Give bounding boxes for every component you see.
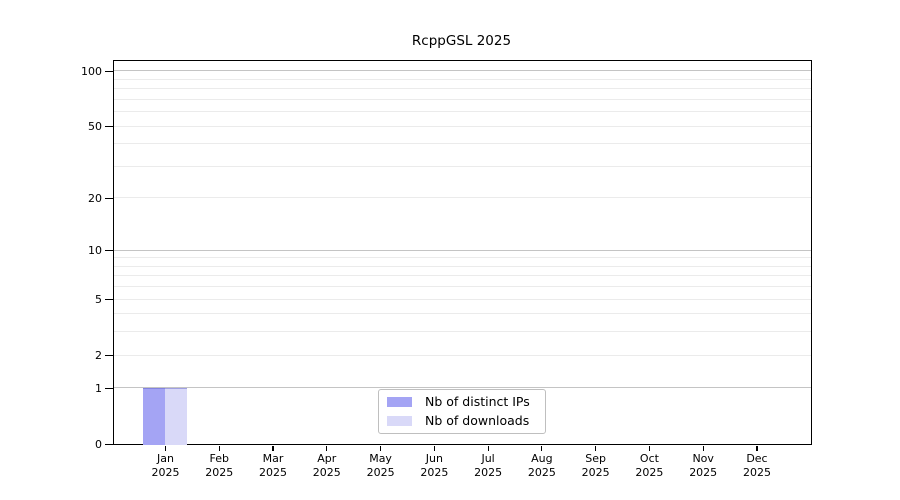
legend-label-downloads: Nb of downloads: [425, 413, 530, 428]
x-axis-tick-label: May 2025: [366, 452, 395, 479]
x-axis-tick-label: Nov 2025: [689, 452, 718, 479]
x-axis-tick-label: Feb 2025: [205, 452, 234, 479]
gridline-minor: [114, 354, 811, 356]
y-axis-tick: [105, 197, 113, 199]
x-axis-tick-label: Oct 2025: [635, 452, 664, 479]
y-axis-tick-label: 1: [95, 381, 102, 395]
x-axis-tick: [433, 446, 435, 451]
x-axis-tick: [756, 446, 758, 451]
x-axis-tick-label: Dec 2025: [742, 452, 771, 479]
x-axis-tick: [487, 446, 489, 451]
y-axis-tick: [105, 249, 113, 252]
gridline-minor: [114, 298, 811, 300]
chart-title: RcppGSL 2025: [411, 33, 512, 49]
y-axis-tick: [105, 125, 113, 128]
legend: Nb of distinct IPs Nb of downloads: [378, 389, 546, 434]
x-axis-tick-label: Jun 2025: [420, 452, 449, 479]
bar-jan-downloads: [165, 387, 187, 445]
gridline-minor: [114, 143, 811, 145]
gridline-minor: [114, 257, 811, 259]
y-axis-tick: [105, 355, 113, 357]
gridline-minor: [114, 125, 811, 127]
gridline-minor: [114, 78, 811, 80]
legend-item-downloads: Nb of downloads: [387, 414, 545, 428]
legend-swatch-distinct-ips: [387, 397, 412, 407]
x-axis-tick: [702, 446, 704, 451]
x-axis-tick-label: Jul 2025: [474, 452, 503, 479]
x-axis-tick-label: Apr 2025: [312, 452, 341, 479]
legend-label-distinct-ips: Nb of distinct IPs: [425, 394, 530, 409]
x-axis-tick: [595, 446, 597, 451]
gridline-minor: [114, 286, 811, 288]
gridline-minor: [114, 98, 811, 100]
x-axis-tick-label: Jan 2025: [151, 452, 180, 479]
gridline-major: [114, 387, 811, 389]
gridline-minor: [114, 265, 811, 267]
gridline-minor: [114, 197, 811, 199]
plot-area: [113, 60, 812, 445]
gridline-major: [114, 70, 811, 72]
y-axis-tick-label: 20: [88, 191, 102, 205]
y-axis-tick-label: 10: [88, 244, 102, 258]
y-axis-tick: [105, 70, 113, 72]
y-axis-tick: [105, 443, 113, 446]
x-axis-tick-label: Mar 2025: [259, 452, 288, 479]
gridline-minor: [114, 331, 811, 333]
x-axis-tick-label: Sep 2025: [581, 452, 610, 479]
legend-item-distinct-ips: Nb of distinct IPs: [387, 395, 545, 409]
gridline-minor: [114, 88, 811, 90]
x-axis-tick: [379, 446, 382, 451]
x-axis-tick: [326, 446, 328, 451]
y-axis-tick-label: 2: [95, 349, 102, 363]
y-axis-tick-label: 50: [88, 120, 102, 134]
legend-swatch-downloads: [387, 416, 412, 426]
x-axis-tick: [541, 446, 543, 451]
y-axis-tick-label: 5: [95, 293, 102, 307]
gridline-minor: [114, 275, 811, 277]
y-axis-tick: [105, 387, 113, 390]
bar-jan-distinct-ips: [143, 387, 165, 445]
gridline-minor: [114, 165, 811, 167]
x-axis-tick: [648, 446, 651, 451]
x-axis-tick: [218, 446, 220, 451]
y-axis-tick: [105, 299, 113, 301]
y-axis-tick-label: 0: [95, 438, 102, 451]
gridline-minor: [114, 313, 811, 315]
y-axis-tick-label: 100: [81, 64, 102, 78]
x-axis-tick-label: Aug 2025: [527, 452, 556, 479]
x-axis-tick: [272, 446, 274, 451]
gridline-major: [114, 249, 811, 251]
gridline-minor: [114, 111, 811, 113]
x-axis-tick: [164, 446, 167, 451]
